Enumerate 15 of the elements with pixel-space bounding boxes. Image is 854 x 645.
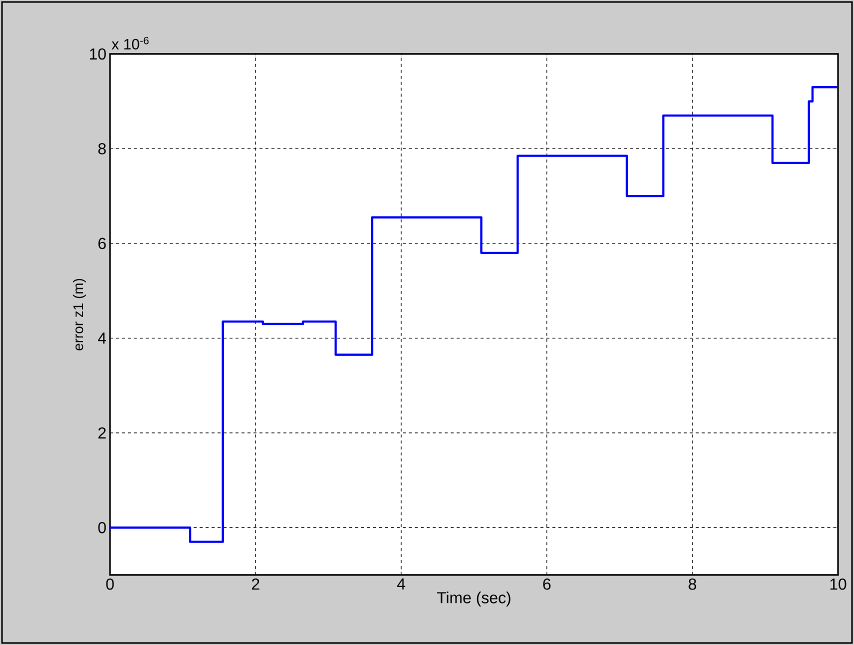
y-tick-label: 8 — [98, 143, 106, 154]
y-tick-label: 10 — [90, 48, 106, 60]
text: x 10$^{-6}$ — [112, 36, 149, 50]
y-tick-label: 6 — [98, 238, 106, 250]
y-axis-title: error z1 (m) — [72, 278, 86, 350]
x-tick-label: 10 — [830, 578, 846, 590]
y-tick-label: 2 — [98, 427, 106, 438]
x-tick-label: 8 — [688, 578, 696, 590]
x-tick-label: 2 — [252, 578, 260, 590]
x-axis-title: Time (sec) — [437, 592, 510, 606]
y-tick-label: 0 — [98, 522, 106, 534]
y-tick-label: 4 — [98, 332, 106, 344]
x-tick-label: 6 — [543, 578, 551, 590]
x-tick-label: 4 — [397, 578, 406, 590]
x-tick-label: 0 — [106, 578, 114, 590]
